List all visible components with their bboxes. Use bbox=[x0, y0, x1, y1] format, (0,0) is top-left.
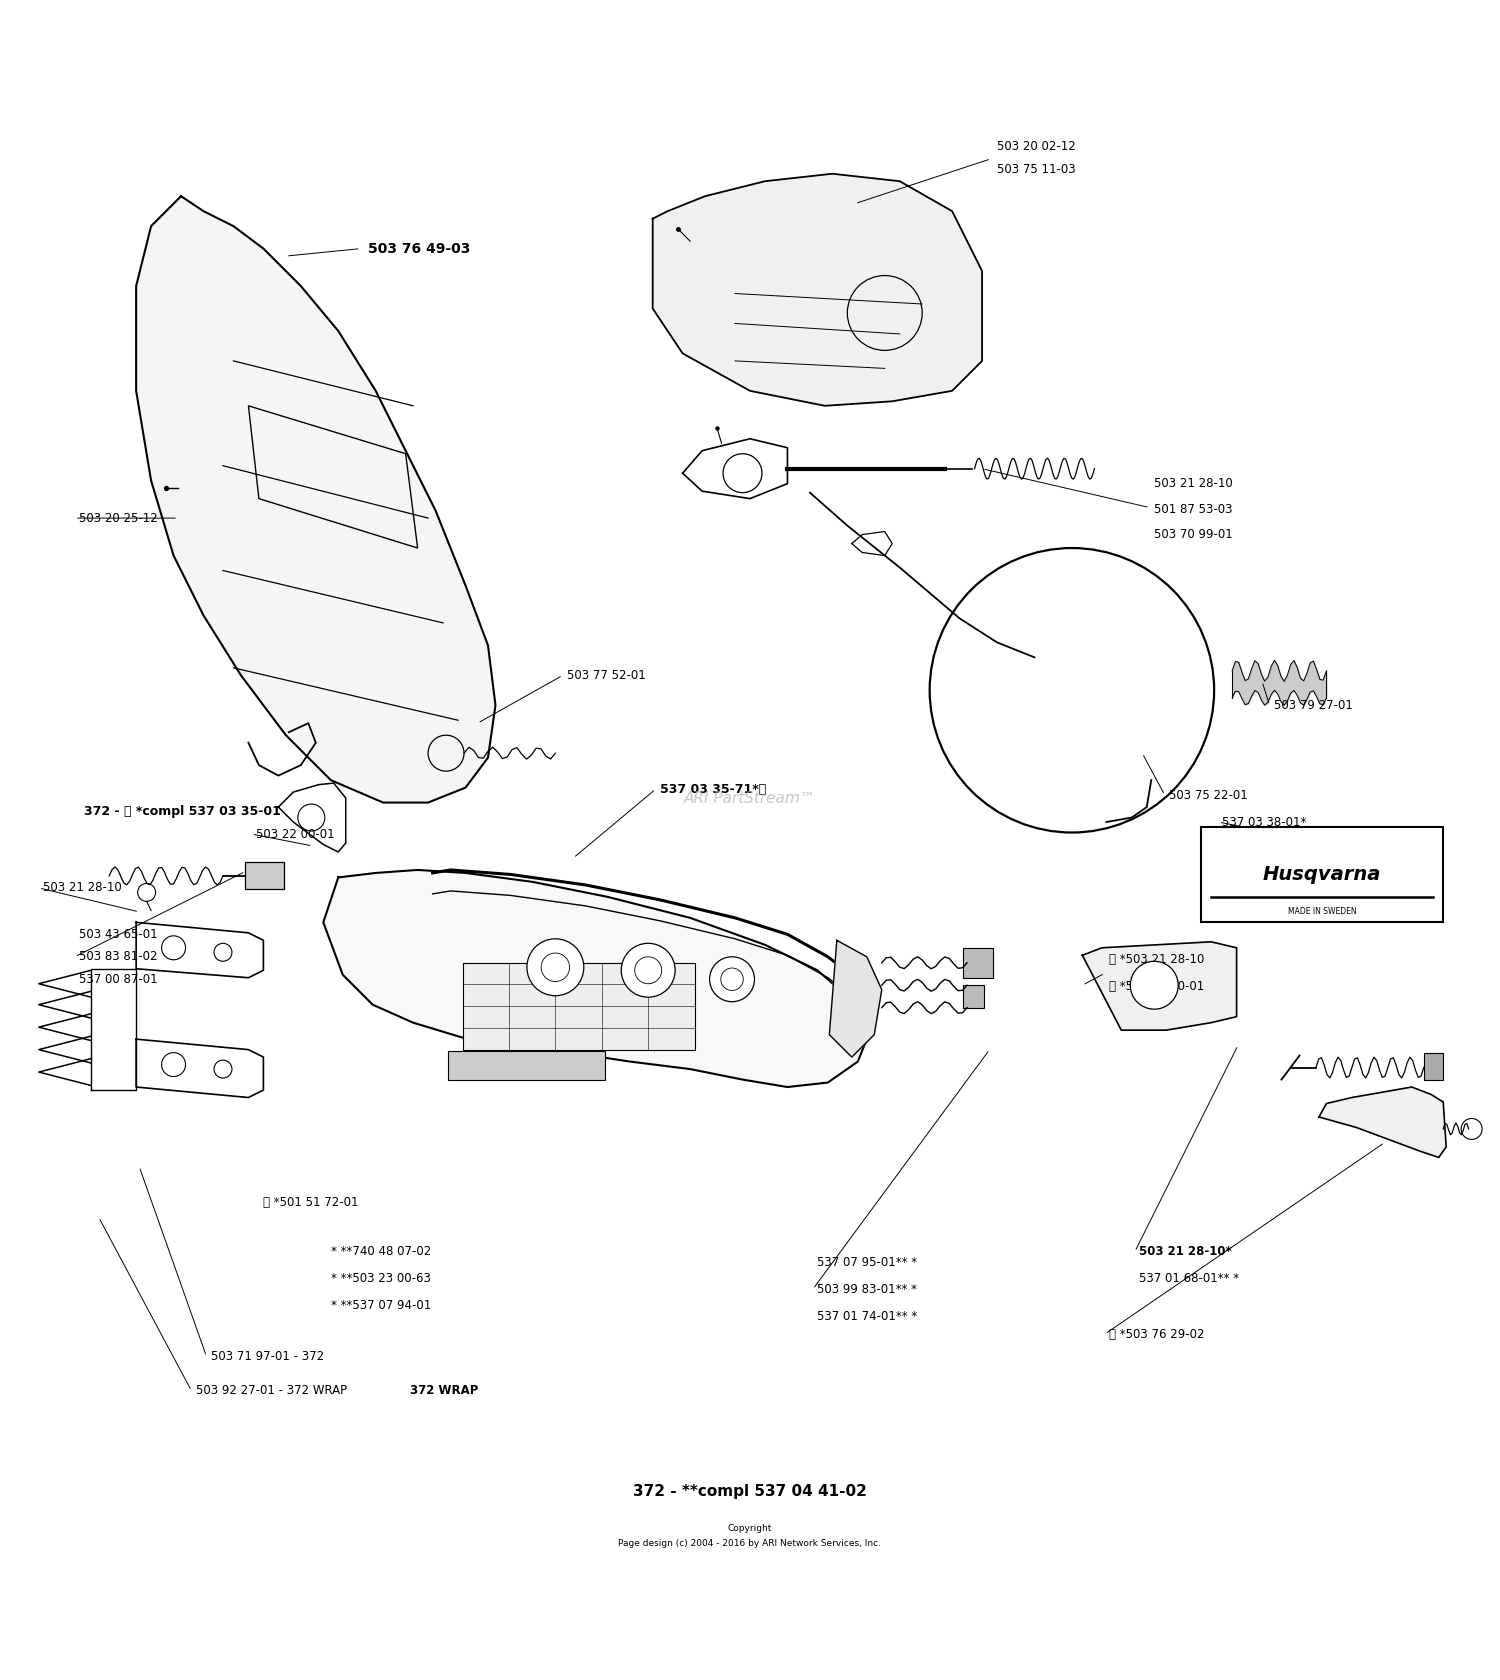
Text: 537 01 74-01** *: 537 01 74-01** * bbox=[818, 1310, 918, 1322]
Polygon shape bbox=[830, 941, 882, 1057]
Text: 503 83 81-02: 503 83 81-02 bbox=[80, 951, 158, 963]
Text: ⓢ *501 51 72-01: ⓢ *501 51 72-01 bbox=[264, 1196, 358, 1210]
Polygon shape bbox=[324, 870, 870, 1087]
Text: 503 75 11-03: 503 75 11-03 bbox=[998, 163, 1076, 176]
Text: * **537 07 94-01: * **537 07 94-01 bbox=[332, 1299, 430, 1312]
Text: ARI PartStream™: ARI PartStream™ bbox=[684, 791, 816, 806]
Bar bbox=[1424, 1053, 1443, 1080]
Bar bbox=[462, 963, 694, 1050]
Polygon shape bbox=[136, 1040, 264, 1097]
Text: * **740 48 07-02: * **740 48 07-02 bbox=[332, 1245, 430, 1258]
Text: 372 - ⓢ *compl 537 03 35-01: 372 - ⓢ *compl 537 03 35-01 bbox=[84, 805, 280, 818]
Polygon shape bbox=[92, 969, 136, 1090]
Text: 501 87 53-03: 501 87 53-03 bbox=[1155, 502, 1233, 516]
Text: 537 01 68-01** *: 537 01 68-01** * bbox=[1140, 1272, 1239, 1285]
Text: 503 92 27-01 - 372 WRAP: 503 92 27-01 - 372 WRAP bbox=[196, 1384, 346, 1398]
Text: ⓢ *503 89 70-01: ⓢ *503 89 70-01 bbox=[1110, 979, 1204, 993]
Bar bbox=[963, 948, 993, 978]
Text: 503 43 65-01: 503 43 65-01 bbox=[80, 927, 158, 941]
Text: 537 03 35-71*ⓢ: 537 03 35-71*ⓢ bbox=[660, 783, 766, 796]
Text: 537 03 38-01*: 537 03 38-01* bbox=[1221, 815, 1306, 828]
Text: 503 76 49-03: 503 76 49-03 bbox=[368, 242, 471, 255]
Text: 537 07 95-01** *: 537 07 95-01** * bbox=[818, 1255, 918, 1268]
Text: 503 21 28-10*: 503 21 28-10* bbox=[1140, 1245, 1232, 1258]
Text: 503 99 83-01** *: 503 99 83-01** * bbox=[818, 1282, 918, 1295]
Text: * **503 23 00-63: * **503 23 00-63 bbox=[332, 1272, 430, 1285]
Text: 503 77 52-01: 503 77 52-01 bbox=[567, 669, 646, 682]
Polygon shape bbox=[1318, 1087, 1446, 1158]
Text: 503 20 02-12: 503 20 02-12 bbox=[998, 141, 1076, 153]
Bar bbox=[447, 1052, 604, 1080]
Text: MADE IN SWEDEN: MADE IN SWEDEN bbox=[1287, 907, 1356, 916]
Circle shape bbox=[214, 942, 232, 961]
Polygon shape bbox=[136, 922, 264, 978]
Text: 503 21 28-10: 503 21 28-10 bbox=[44, 882, 122, 894]
Text: 503 79 27-01: 503 79 27-01 bbox=[1274, 699, 1353, 712]
Circle shape bbox=[723, 454, 762, 492]
FancyBboxPatch shape bbox=[1200, 827, 1443, 922]
Text: 372 WRAP: 372 WRAP bbox=[410, 1384, 478, 1398]
Text: Copyright
Page design (c) 2004 - 2016 by ARI Network Services, Inc.: Copyright Page design (c) 2004 - 2016 by… bbox=[618, 1524, 882, 1547]
Text: 537 00 87-01: 537 00 87-01 bbox=[80, 973, 158, 986]
Text: 503 22 00-01: 503 22 00-01 bbox=[256, 828, 334, 840]
Text: 503 71 97-01 - 372: 503 71 97-01 - 372 bbox=[211, 1351, 324, 1362]
Circle shape bbox=[1461, 1119, 1482, 1139]
Text: ⓢ *503 76 29-02: ⓢ *503 76 29-02 bbox=[1110, 1327, 1204, 1341]
Text: ⓢ *503 21 28-10: ⓢ *503 21 28-10 bbox=[1110, 953, 1204, 966]
Text: 503 70 99-01: 503 70 99-01 bbox=[1155, 528, 1233, 541]
Text: 503 21 28-10: 503 21 28-10 bbox=[1155, 477, 1233, 491]
Circle shape bbox=[526, 939, 584, 996]
Bar bbox=[246, 862, 285, 889]
Text: 503 75 22-01: 503 75 22-01 bbox=[1168, 788, 1248, 801]
Text: 503 20 25-12: 503 20 25-12 bbox=[80, 512, 158, 524]
Polygon shape bbox=[1083, 942, 1236, 1030]
Bar bbox=[963, 984, 984, 1008]
Circle shape bbox=[162, 1053, 186, 1077]
Text: Husqvarna: Husqvarna bbox=[1263, 865, 1382, 884]
Circle shape bbox=[1131, 961, 1178, 1010]
Polygon shape bbox=[136, 197, 495, 803]
Text: 372 - **compl 537 04 41-02: 372 - **compl 537 04 41-02 bbox=[633, 1483, 867, 1499]
Circle shape bbox=[214, 1060, 232, 1079]
Circle shape bbox=[710, 958, 754, 1001]
Circle shape bbox=[621, 942, 675, 998]
Polygon shape bbox=[652, 173, 982, 407]
Circle shape bbox=[162, 936, 186, 959]
